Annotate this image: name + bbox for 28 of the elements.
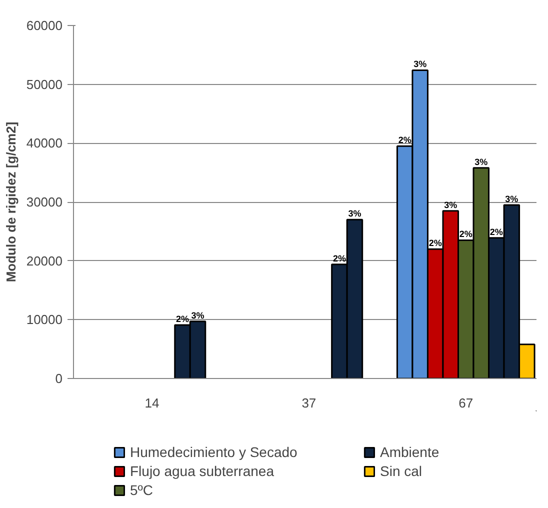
annotation: 2% <box>428 238 442 248</box>
y-tick-label: 30000 <box>26 194 63 210</box>
annotation: 2% <box>332 253 346 264</box>
legend-label: 5ºC <box>130 482 154 498</box>
annotation: 2% <box>176 314 190 324</box>
x-tick-label: 67 <box>458 396 474 410</box>
y-tick-label: 50000 <box>26 76 63 92</box>
annotation: 3% <box>474 156 488 167</box>
annotation: 2% <box>459 229 472 240</box>
x-tick-label: 14 <box>144 396 160 410</box>
legend-label: Sin cal <box>380 463 424 479</box>
y-tick-label: 0 <box>55 371 63 386</box>
legend-label: Flujo agua subterranea <box>130 463 275 479</box>
annotation: 2% <box>490 226 503 237</box>
annotation: 3% <box>444 200 458 210</box>
y-tick-label: 10000 <box>26 312 63 328</box>
annotation: 3% <box>414 59 427 70</box>
legend-label: Humedecimiento y Secado <box>130 444 298 460</box>
y-axis-title: Modulo de rigidez [g/cm2] <box>3 122 18 282</box>
annotation: 3% <box>191 310 204 320</box>
legend-label: Ambiente <box>380 444 440 460</box>
y-tick-label: 60000 <box>26 18 63 33</box>
annotation: 2% <box>398 135 412 146</box>
y-tick-label: 40000 <box>26 136 63 151</box>
x-tick-label: 37 <box>302 396 316 410</box>
annotation: 3% <box>505 194 518 204</box>
annotation: 3% <box>348 208 362 219</box>
y-tick-label: 20000 <box>26 253 63 268</box>
